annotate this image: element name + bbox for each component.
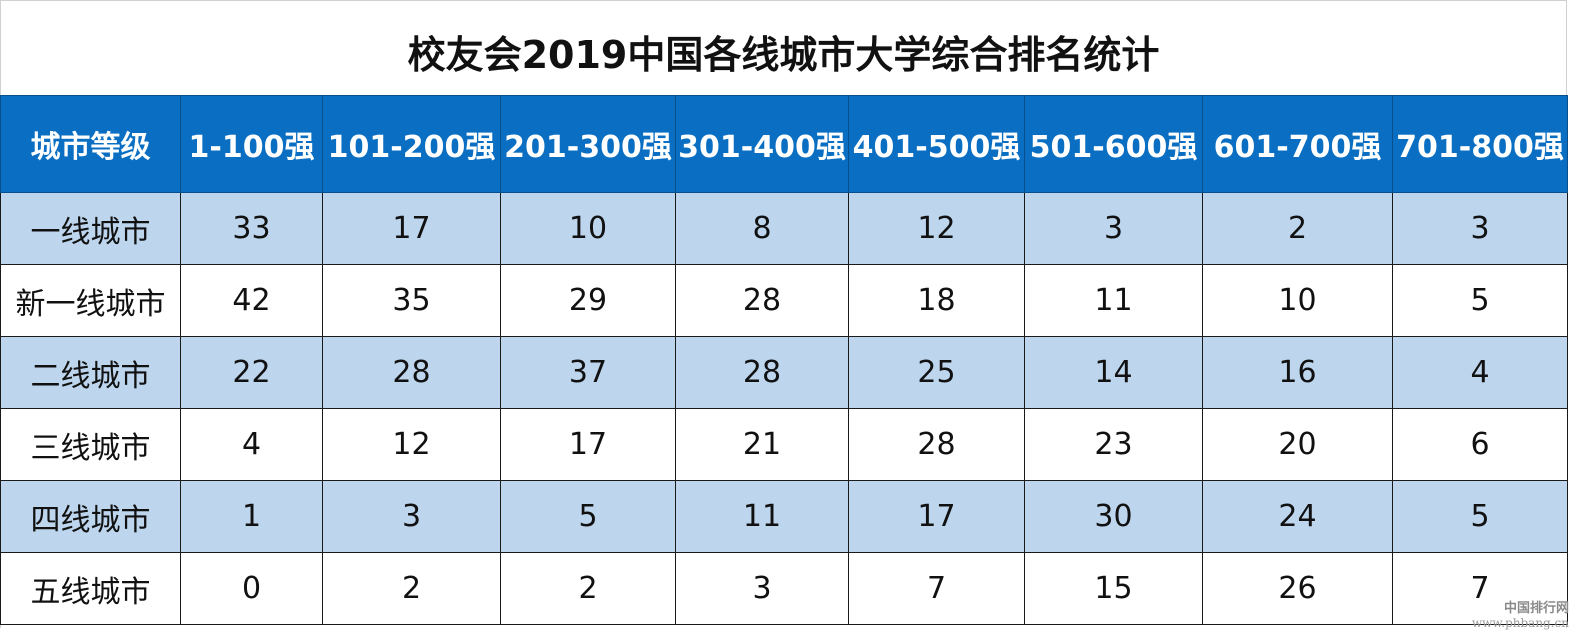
table-cell: 26 [1202,552,1393,625]
column-header: 501-600强 [1024,95,1203,193]
table-cell: 12 [322,408,501,481]
table-cell: 1 [180,480,323,553]
column-header-city-level: 城市等级 [0,95,181,193]
table-cell: 11 [675,480,849,553]
table-cell: 4 [1392,336,1568,409]
table-cell: 23 [1024,408,1203,481]
table-cell: 5 [500,480,676,553]
table-cell: 2 [322,552,501,625]
table-cell: 14 [1024,336,1203,409]
table-cell: 11 [1024,264,1203,337]
table-cell: 3 [675,552,849,625]
table-cell: 24 [1202,480,1393,553]
table-row: 新一线城市 42 35 29 28 18 11 10 5 [0,264,1568,337]
table-cell: 18 [848,264,1025,337]
column-header: 1-100强 [180,95,323,193]
table-cell: 16 [1202,336,1393,409]
table-cell: 6 [1392,408,1568,481]
table-cell: 33 [180,192,323,265]
column-header: 701-800强 [1392,95,1568,193]
table-cell: 29 [500,264,676,337]
table-cell: 2 [500,552,676,625]
table-cell: 17 [848,480,1025,553]
table-cell: 37 [500,336,676,409]
column-header: 401-500强 [848,95,1025,193]
table-cell: 7 [848,552,1025,625]
row-label: 四线城市 [0,480,181,553]
table-cell: 5 [1392,264,1568,337]
watermark-logo-text: 中国排行网 [1503,601,1569,616]
table-cell: 4 [180,408,323,481]
column-header: 301-400强 [675,95,849,193]
column-header: 101-200强 [322,95,501,193]
table-cell: 2 [1202,192,1393,265]
ranking-table: 城市等级 1-100强 101-200强 201-300强 301-400强 401-50… [0,95,1568,625]
row-label: 三线城市 [0,408,181,481]
table-cell: 21 [675,408,849,481]
watermark: 中国排行网 www.phbang.cn [1471,601,1569,631]
table-cell: 3 [1392,192,1568,265]
row-label: 二线城市 [0,336,181,409]
table-cell: 28 [322,336,501,409]
column-header: 201-300强 [500,95,676,193]
table-cell: 10 [1202,264,1393,337]
table-cell: 10 [500,192,676,265]
table-cell: 7 [1392,552,1568,625]
table-cell: 30 [1024,480,1203,553]
table-cell: 28 [675,336,849,409]
watermark-url: www.phbang.cn [1471,616,1569,630]
column-header: 601-700强 [1202,95,1393,193]
table-cell: 8 [675,192,849,265]
table-cell: 42 [180,264,323,337]
table-header-row: 城市等级 1-100强 101-200强 201-300强 301-400强 401-50… [0,95,1568,193]
table-cell: 20 [1202,408,1393,481]
table-cell: 22 [180,336,323,409]
table-cell: 35 [322,264,501,337]
table-cell: 17 [500,408,676,481]
table-cell: 28 [848,408,1025,481]
table-cell: 3 [1024,192,1203,265]
table-row: 一线城市 33 17 10 8 12 3 2 3 [0,192,1568,265]
table-cell: 12 [848,192,1025,265]
table-row: 四线城市 1 3 5 11 17 30 24 5 [0,480,1568,553]
table-cell: 17 [322,192,501,265]
table-cell: 5 [1392,480,1568,553]
row-label: 一线城市 [0,192,181,265]
table-cell: 28 [675,264,849,337]
table-cell: 25 [848,336,1025,409]
table-row: 三线城市 4 12 17 21 28 23 20 6 [0,408,1568,481]
table-row: 五线城市 0 2 2 3 7 15 26 7 [0,552,1568,625]
table-cell: 15 [1024,552,1203,625]
page-title: 校友会2019中国各线城市大学综合排名统计 [407,33,1160,77]
table-cell: 3 [322,480,501,553]
row-label: 五线城市 [0,552,181,625]
table-row: 二线城市 22 28 37 28 25 14 16 4 [0,336,1568,409]
row-label: 新一线城市 [0,264,181,337]
table-body: 一线城市 33 17 10 8 12 3 2 3 新一线城市 42 35 29 28 18 11 10 5 二线城市… [0,192,1568,625]
table-cell: 0 [180,552,323,625]
